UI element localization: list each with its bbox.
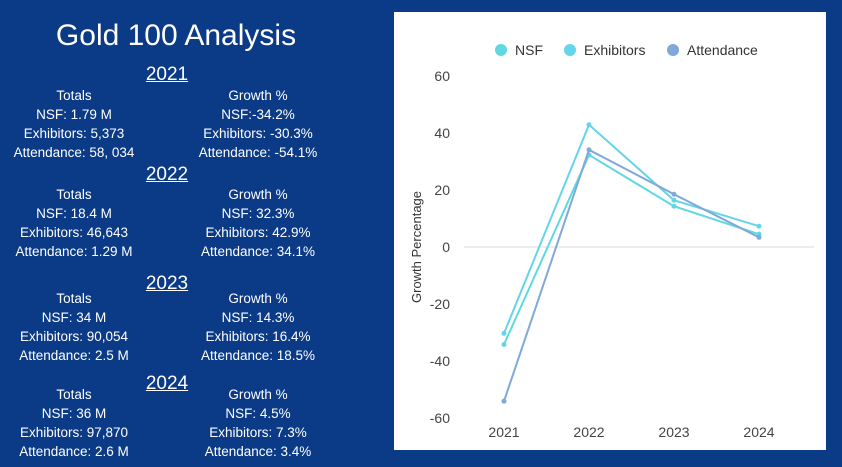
total-nsf: NSF: 36 M [41, 406, 107, 421]
growth-column-2021: Growth % NSF:-34.2% Exhibitors: -30.3% A… [178, 86, 338, 162]
y-tick-label: -40 [430, 353, 450, 369]
total-exhibitors: Exhibitors: 46,643 [19, 225, 129, 240]
total-exhibitors: Exhibitors: 97,870 [19, 425, 129, 440]
totals-header: Totals [56, 187, 92, 202]
growth-nsf: NSF: 4.5% [225, 406, 291, 421]
legend-label: Exhibitors [584, 42, 645, 58]
totals-header: Totals [56, 291, 92, 306]
data-point-exhibitors [671, 197, 677, 203]
data-point-exhibitors [756, 223, 762, 229]
data-point-attendance [586, 147, 592, 153]
growth-exhibitors: Exhibitors: -30.3% [203, 126, 313, 141]
x-tick-label: 2022 [573, 424, 604, 440]
y-tick-label: 0 [442, 239, 450, 255]
growth-nsf: NSF: 14.3% [221, 310, 295, 325]
growth-header: Growth % [228, 387, 288, 402]
series-line-attendance [503, 148, 760, 402]
year-heading-2022: 2022 [145, 164, 189, 185]
total-exhibitors: Exhibitors: 90,054 [19, 329, 129, 344]
year-heading-2021: 2021 [145, 64, 189, 85]
total-attendance: Attendance: 2.6 M [19, 444, 129, 459]
growth-attendance: Attendance: -54.1% [198, 145, 318, 160]
page-title: Gold 100 Analysis [55, 19, 297, 52]
y-axis-label: Growth Percentage [409, 191, 424, 303]
growth-header: Growth % [228, 88, 288, 103]
series-line-nsf [503, 153, 760, 345]
y-tick-label: 60 [434, 68, 450, 84]
totals-header: Totals [56, 387, 92, 402]
y-tick-label: -20 [430, 296, 450, 312]
growth-exhibitors: Exhibitors: 16.4% [205, 329, 311, 344]
totals-column-2021: Totals NSF: 1.79 M Exhibitors: 5,373 Att… [0, 86, 154, 162]
growth-column-2024: Growth % NSF: 4.5% Exhibitors: 7.3% Atte… [178, 385, 338, 461]
y-tick-label: -60 [430, 410, 450, 426]
growth-header: Growth % [228, 187, 288, 202]
series-line-exhibitors [503, 123, 760, 334]
summary-panel: Gold 100 Analysis 2021 Totals NSF: 1.79 … [0, 0, 380, 467]
y-tick-label: 20 [434, 182, 450, 198]
total-attendance: Attendance: 2.5 M [19, 348, 129, 363]
growth-exhibitors: Exhibitors: 42.9% [205, 225, 311, 240]
legend-label: NSF [515, 42, 543, 58]
y-tick-label: 40 [434, 125, 450, 141]
data-point-attendance [501, 398, 507, 404]
total-attendance: Attendance: 1.29 M [15, 244, 133, 259]
total-nsf: NSF: 1.79 M [36, 107, 112, 122]
x-tick-label: 2021 [488, 424, 519, 440]
growth-line-chart: 60 40 20 0 -20 -40 -60 2021 2022 2023 2024 Growth P… [409, 42, 814, 440]
growth-nsf: NSF: 32.3% [221, 206, 295, 221]
data-point-attendance [756, 234, 762, 240]
x-tick-label: 2023 [658, 424, 689, 440]
growth-column-2023: Growth % NSF: 14.3% Exhibitors: 16.4% At… [178, 289, 338, 365]
growth-attendance: Attendance: 3.4% [204, 444, 312, 459]
legend-marker [495, 44, 507, 56]
legend-marker [667, 44, 679, 56]
totals-column-2022: Totals NSF: 18.4 M Exhibitors: 46,643 At… [0, 185, 154, 261]
data-point-nsf [671, 203, 677, 209]
growth-attendance: Attendance: 18.5% [200, 348, 316, 363]
growth-header: Growth % [228, 291, 288, 306]
data-point-exhibitors [501, 330, 507, 336]
legend-label: Attendance [687, 42, 758, 58]
data-point-exhibitors [586, 122, 592, 128]
growth-exhibitors: Exhibitors: 7.3% [209, 425, 307, 440]
year-heading-2023: 2023 [145, 273, 189, 294]
legend-marker [564, 44, 576, 56]
totals-column-2024: Totals NSF: 36 M Exhibitors: 97,870 Atte… [0, 385, 154, 461]
growth-nsf: NSF:-34.2% [221, 107, 295, 122]
totals-column-2023: Totals NSF: 34 M Exhibitors: 90,054 Atte… [0, 289, 154, 365]
x-tick-label: 2024 [743, 424, 774, 440]
year-heading-2024: 2024 [145, 373, 189, 394]
total-attendance: Attendance: 58, 034 [13, 145, 135, 160]
data-point-attendance [671, 191, 677, 197]
growth-attendance: Attendance: 34.1% [200, 244, 316, 259]
total-exhibitors: Exhibitors: 5,373 [23, 126, 125, 141]
data-point-nsf [501, 341, 507, 347]
total-nsf: NSF: 18.4 M [36, 206, 112, 221]
totals-header: Totals [56, 88, 92, 103]
total-nsf: NSF: 34 M [41, 310, 107, 325]
growth-column-2022: Growth % NSF: 32.3% Exhibitors: 42.9% At… [178, 185, 338, 261]
chart-card: 60 40 20 0 -20 -40 -60 2021 2022 2023 2024 Growth P… [394, 12, 826, 450]
